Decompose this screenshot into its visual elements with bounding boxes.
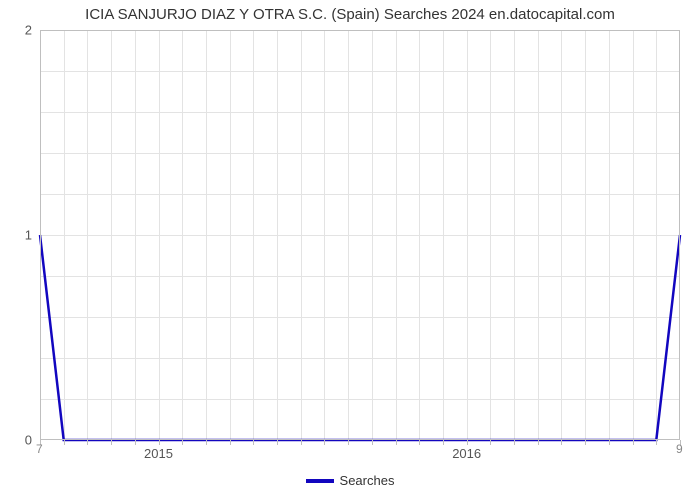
x-minor-tick bbox=[372, 440, 373, 445]
x-minor-tick bbox=[490, 440, 491, 445]
x-minor-tick bbox=[301, 440, 302, 445]
x-minor-tick bbox=[633, 440, 634, 445]
y-tick-label: 1 bbox=[25, 228, 40, 243]
corner-label-right: 9 bbox=[676, 442, 683, 456]
x-minor-tick bbox=[348, 440, 349, 445]
x-minor-tick bbox=[111, 440, 112, 445]
series-line bbox=[40, 235, 680, 440]
x-minor-tick bbox=[182, 440, 183, 445]
line-layer bbox=[40, 30, 680, 440]
legend: Searches bbox=[0, 472, 700, 488]
chart-title: ICIA SANJURJO DIAZ Y OTRA S.C. (Spain) S… bbox=[0, 6, 700, 23]
plot-area: 012 20152016 bbox=[40, 30, 680, 440]
x-minor-tick bbox=[656, 440, 657, 445]
corner-label-left: 7 bbox=[36, 442, 43, 456]
legend-swatch bbox=[306, 479, 334, 483]
x-minor-tick bbox=[230, 440, 231, 445]
x-minor-tick bbox=[396, 440, 397, 445]
x-minor-tick bbox=[277, 440, 278, 445]
x-minor-tick bbox=[538, 440, 539, 445]
x-minor-tick bbox=[467, 440, 468, 445]
x-minor-tick bbox=[419, 440, 420, 445]
x-minor-tick bbox=[135, 440, 136, 445]
y-tick-label: 2 bbox=[25, 23, 40, 38]
legend-label: Searches bbox=[340, 473, 395, 488]
x-minor-tick bbox=[561, 440, 562, 445]
x-minor-tick bbox=[514, 440, 515, 445]
x-minor-tick bbox=[64, 440, 65, 445]
x-minor-tick bbox=[206, 440, 207, 445]
x-minor-tick bbox=[324, 440, 325, 445]
x-minor-tick bbox=[443, 440, 444, 445]
x-minor-tick bbox=[159, 440, 160, 445]
x-minor-tick bbox=[585, 440, 586, 445]
x-minor-tick bbox=[609, 440, 610, 445]
chart-container: ICIA SANJURJO DIAZ Y OTRA S.C. (Spain) S… bbox=[0, 0, 700, 500]
x-minor-tick bbox=[87, 440, 88, 445]
x-minor-tick bbox=[253, 440, 254, 445]
